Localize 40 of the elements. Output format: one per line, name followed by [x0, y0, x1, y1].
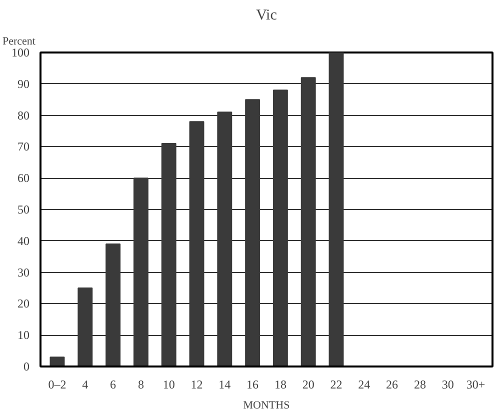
y-tick-label: 20 — [18, 296, 30, 311]
x-tick-label: 26 — [386, 378, 398, 392]
x-tick-label: 0–2 — [48, 378, 66, 392]
x-tick-label: 18 — [274, 378, 286, 392]
bar — [245, 99, 260, 366]
x-tick-label: 24 — [358, 378, 370, 392]
x-tick-label: 28 — [414, 378, 426, 392]
x-tick-label: 16 — [246, 378, 259, 392]
x-tick-label: 30+ — [466, 378, 486, 392]
y-tick-label: 80 — [18, 108, 30, 122]
y-tick-label: 50 — [18, 202, 30, 216]
x-tick-label: 10 — [162, 378, 175, 392]
x-tick-label: 12 — [190, 378, 203, 392]
bar — [161, 143, 176, 366]
x-tick-label: 30 — [442, 378, 454, 392]
x-tick-label: 14 — [218, 378, 231, 392]
y-tick-label: 10 — [18, 328, 30, 342]
bar — [106, 244, 121, 366]
bar — [133, 178, 148, 366]
bar — [217, 112, 232, 366]
y-axis-title: Percent — [2, 36, 36, 48]
bar — [272, 90, 288, 366]
y-tick-label: 70 — [18, 140, 30, 154]
x-tick-label: 4 — [82, 378, 88, 392]
x-tick-label: 20 — [302, 378, 314, 392]
x-axis-title: MONTHS — [243, 400, 290, 412]
bar — [300, 77, 316, 366]
x-tick-label: 22 — [330, 378, 342, 392]
bar — [328, 52, 344, 366]
bar — [189, 121, 204, 366]
bar — [78, 288, 93, 366]
y-tick-label: 100 — [12, 46, 30, 60]
y-tick-label: 40 — [18, 234, 30, 248]
x-tick-label: 6 — [110, 378, 116, 392]
y-tick-label: 30 — [18, 265, 30, 280]
x-tick-label: 8 — [138, 378, 144, 392]
chart-title: Vic — [256, 8, 278, 24]
y-tick-label: 90 — [18, 76, 30, 91]
y-tick-label: 0 — [24, 360, 30, 374]
y-tick-label: 60 — [18, 171, 30, 186]
